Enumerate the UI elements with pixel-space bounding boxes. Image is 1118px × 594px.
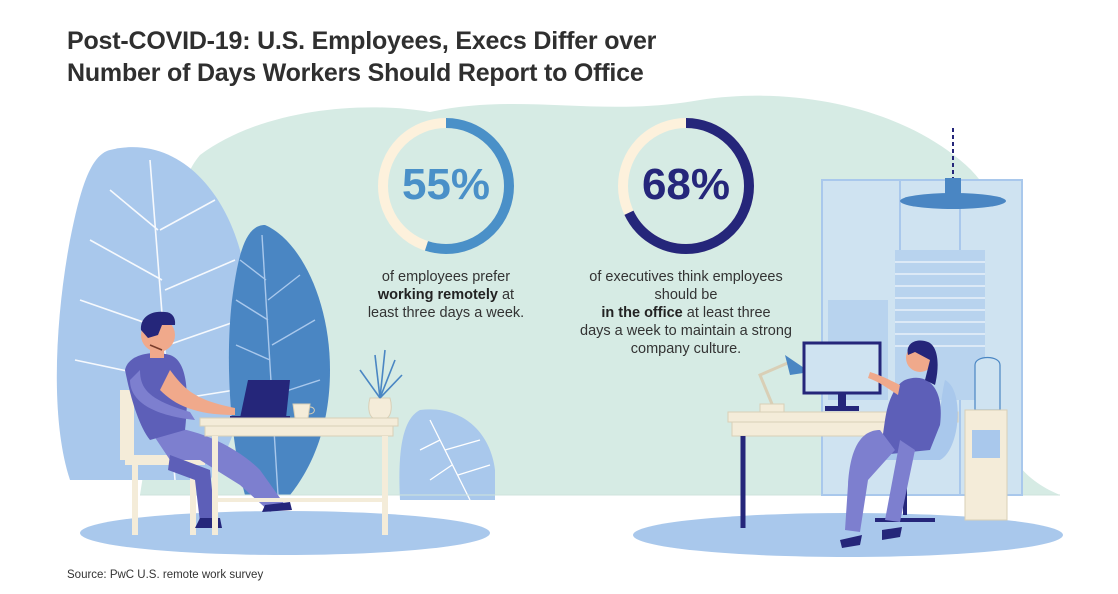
chair-left: [120, 390, 205, 535]
stat-2-text-post: days a week to maintain a strong company…: [580, 323, 792, 357]
desk-left: [199, 417, 399, 535]
donut-value-2: [618, 118, 754, 254]
title-line-1: Post-COVID-19: U.S. Employees, Execs Dif…: [67, 27, 657, 55]
vase-plant: [359, 349, 403, 419]
source-note: Source: PwC U.S. remote work survey: [67, 569, 264, 581]
stat-1-text-bold: working remotely: [377, 287, 498, 303]
stat-1-text-mid: at: [497, 287, 515, 303]
page-title: Post-COVID-19: U.S. Employees, Execs Dif…: [67, 25, 656, 89]
monitor: [802, 341, 882, 411]
stat-1-text-pre: of employees prefer: [381, 269, 511, 285]
stat-2-text-bold: in the office: [601, 305, 683, 321]
stat-1-description: of employees prefer working remotely at …: [336, 268, 556, 322]
water-cooler: [964, 356, 1008, 521]
stat-2-text-mid: at least three: [682, 305, 771, 321]
stat-1-percent: 55%: [401, 160, 491, 209]
stat-2-text-pre: of executives think employees should be: [589, 269, 783, 303]
title-line-2: Number of Days Workers Should Report to …: [67, 59, 644, 87]
donut-value-1: [378, 118, 514, 254]
donut-chart-2: [618, 118, 754, 254]
donut-chart-1: [378, 118, 514, 254]
stat-2-percent: 68%: [641, 160, 731, 209]
ceiling-lamp: [900, 128, 1006, 209]
stat-1-text-post: least three days a week.: [367, 305, 525, 321]
stat-2-description: of executives think employees should be …: [576, 268, 796, 358]
coffee-cup: [292, 403, 315, 419]
woman-figure: [840, 340, 941, 548]
floor-left: [80, 511, 490, 555]
